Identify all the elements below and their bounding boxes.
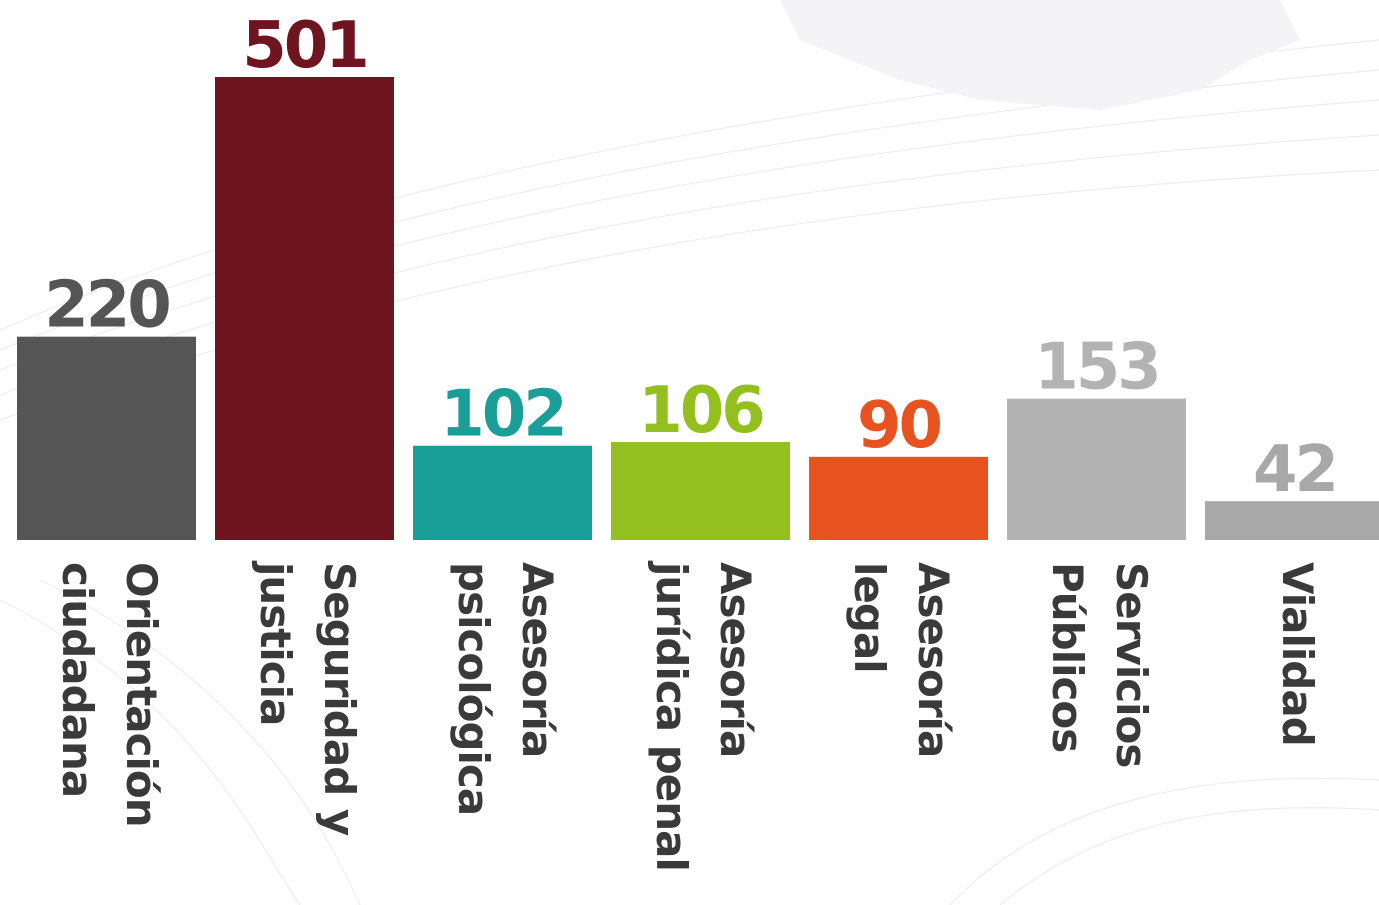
- category-label: Seguridad y: [315, 562, 364, 836]
- value-label: 90: [857, 389, 941, 463]
- value-label: 102: [440, 378, 565, 452]
- category-label: jurídica penal: [647, 560, 696, 871]
- bar: [1205, 501, 1379, 540]
- value-label: 106: [638, 374, 763, 448]
- category-label: Asesoría: [513, 562, 562, 757]
- bar: [1007, 398, 1186, 540]
- category-label: Públicos: [1043, 562, 1092, 752]
- plot-area: 220 Orientación ciudadana 501 Seguridad y jus…: [17, 9, 1379, 871]
- category-label: Orientación: [117, 562, 166, 827]
- bar: [611, 442, 790, 540]
- bar: [809, 456, 988, 540]
- bar: [215, 77, 394, 540]
- value-label: 42: [1253, 433, 1336, 507]
- background-shape: [780, 0, 1300, 110]
- category-label: Servicios: [1107, 562, 1156, 767]
- category-label: ciudadana: [53, 562, 102, 797]
- value-label: 153: [1034, 331, 1159, 405]
- category-label: Vialidad: [1273, 562, 1322, 746]
- category-label: Asesoría: [909, 562, 958, 757]
- category-label: psicológica: [449, 562, 498, 815]
- category-label: Asesoría: [711, 562, 760, 757]
- bar: [413, 445, 592, 540]
- value-label: 501: [242, 9, 367, 83]
- bar: [17, 336, 196, 540]
- category-label: justicia: [251, 560, 300, 725]
- value-label: 220: [44, 269, 169, 343]
- category-label: legal: [845, 562, 894, 673]
